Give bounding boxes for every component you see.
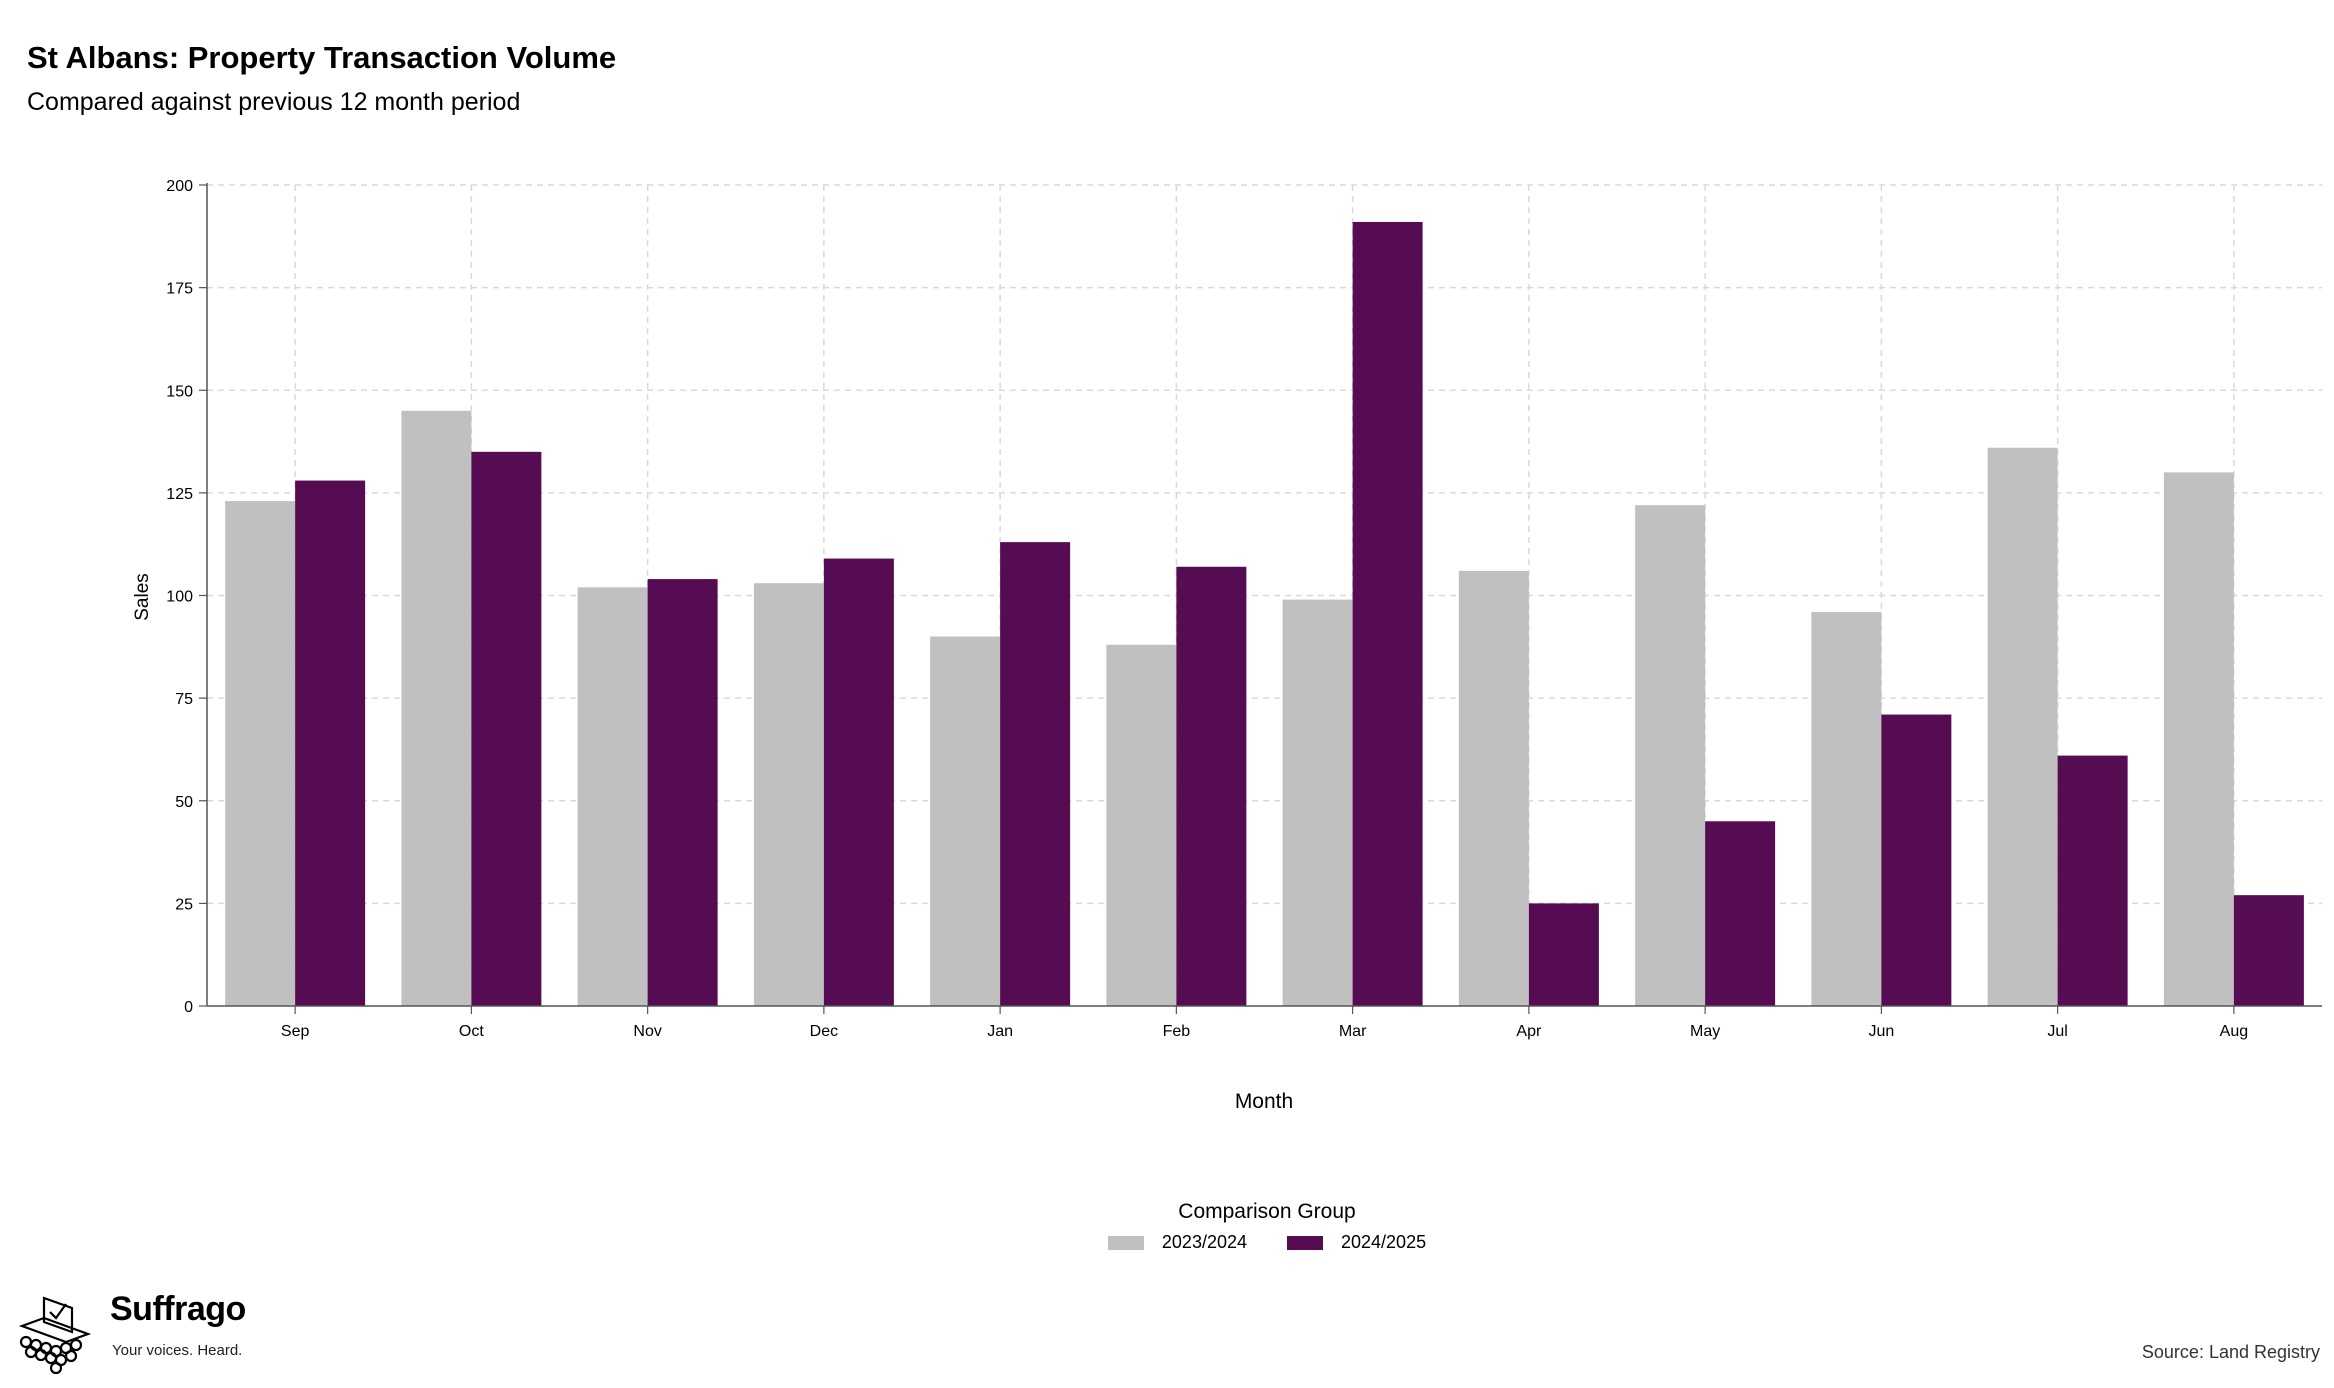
bar-may-2024-2025	[1705, 821, 1776, 1006]
x-tick-label: Jun	[1868, 1023, 1894, 1040]
bar-nov-2024-2025	[647, 579, 718, 1006]
bar-jun-2024-2025	[1881, 714, 1952, 1006]
bar-mar-2023-2024	[1282, 599, 1353, 1006]
legend-label: 2024/2025	[1341, 1232, 1427, 1252]
legend-item-2024-2025: 2024/2025	[1287, 1232, 1426, 1253]
bar-jan-2024-2025	[1000, 542, 1071, 1006]
bar-aug-2024-2025	[2233, 895, 2304, 1006]
x-tick-label: Mar	[1339, 1023, 1367, 1040]
bar-chart: 0 25 50 75 100 125 150 175 200 Sep Oct Nov Dec Jan Feb…	[132, 178, 2322, 1113]
bar-oct-2024-2025	[471, 451, 542, 1006]
y-tick-label: 25	[175, 896, 193, 913]
bar-apr-2024-2025	[1528, 903, 1599, 1006]
bars	[225, 221, 2304, 1007]
y-tick-label: 50	[175, 794, 193, 811]
bar-feb-2024-2025	[1176, 566, 1247, 1006]
x-tick-label: Jan	[987, 1023, 1013, 1040]
x-tick-label: Nov	[633, 1023, 661, 1040]
legend: Comparison Group 2023/2024 2024/2025	[0, 1200, 2334, 1253]
bar-may-2023-2024	[1635, 505, 1706, 1006]
x-tick-label: Jul	[2047, 1023, 2067, 1040]
y-tick-label: 0	[184, 999, 193, 1016]
bar-jan-2023-2024	[930, 636, 1001, 1006]
bar-mar-2024-2025	[1352, 221, 1423, 1006]
x-tick-label: Oct	[459, 1023, 484, 1040]
x-tick-label: Dec	[810, 1023, 838, 1040]
x-tick-label: May	[1690, 1023, 1720, 1040]
source-note: Source: Land Registry	[2141, 1342, 2320, 1362]
brand-tagline: Your voices. Heard.	[112, 1342, 243, 1359]
chart-subtitle: Compared against previous 12 month perio…	[27, 88, 521, 116]
y-axis-label: Sales	[132, 573, 153, 621]
bar-apr-2023-2024	[1458, 570, 1529, 1006]
legend-swatch	[1107, 1235, 1144, 1250]
axes: 0 25 50 75 100 125 150 175 200 Sep Oct Nov Dec Jan Feb…	[166, 178, 2322, 1040]
ballot-box-icon	[18, 1296, 92, 1375]
x-axis-label: Month	[1235, 1090, 1293, 1113]
bar-dec-2024-2025	[823, 558, 894, 1006]
bar-aug-2023-2024	[2163, 472, 2234, 1007]
bar-jun-2023-2024	[1811, 611, 1882, 1006]
chart-title: St Albans: Property Transaction Volume	[27, 40, 617, 75]
bar-jul-2023-2024	[1987, 447, 2058, 1007]
y-tick-label: 75	[175, 691, 193, 708]
y-tick-label: 100	[166, 589, 193, 606]
bar-nov-2023-2024	[577, 587, 648, 1006]
x-tick-label: Sep	[281, 1023, 310, 1040]
legend-title: Comparison Group	[1178, 1200, 1356, 1223]
bar-dec-2023-2024	[753, 583, 824, 1006]
y-tick-label: 150	[166, 383, 193, 400]
brand-name: Suffrago	[110, 1290, 246, 1328]
bar-feb-2023-2024	[1106, 644, 1177, 1006]
bar-jul-2024-2025	[2057, 755, 2128, 1006]
y-tick-label: 200	[166, 178, 193, 195]
legend-item-2023-2024: 2023/2024	[1107, 1232, 1247, 1253]
suffrago-logo: Suffrago Your voices. Heard.	[14, 1290, 254, 1380]
legend-label: 2023/2024	[1161, 1232, 1247, 1252]
y-tick-label: 175	[166, 281, 193, 298]
x-tick-label: Aug	[2220, 1023, 2248, 1040]
bar-oct-2023-2024	[401, 410, 472, 1006]
x-tick-label: Feb	[1163, 1023, 1191, 1040]
y-tick-label: 125	[166, 486, 193, 503]
legend-swatch	[1287, 1235, 1323, 1250]
bar-sep-2024-2025	[295, 480, 366, 1006]
x-tick-label: Apr	[1516, 1023, 1542, 1040]
bar-sep-2023-2024	[225, 501, 296, 1006]
